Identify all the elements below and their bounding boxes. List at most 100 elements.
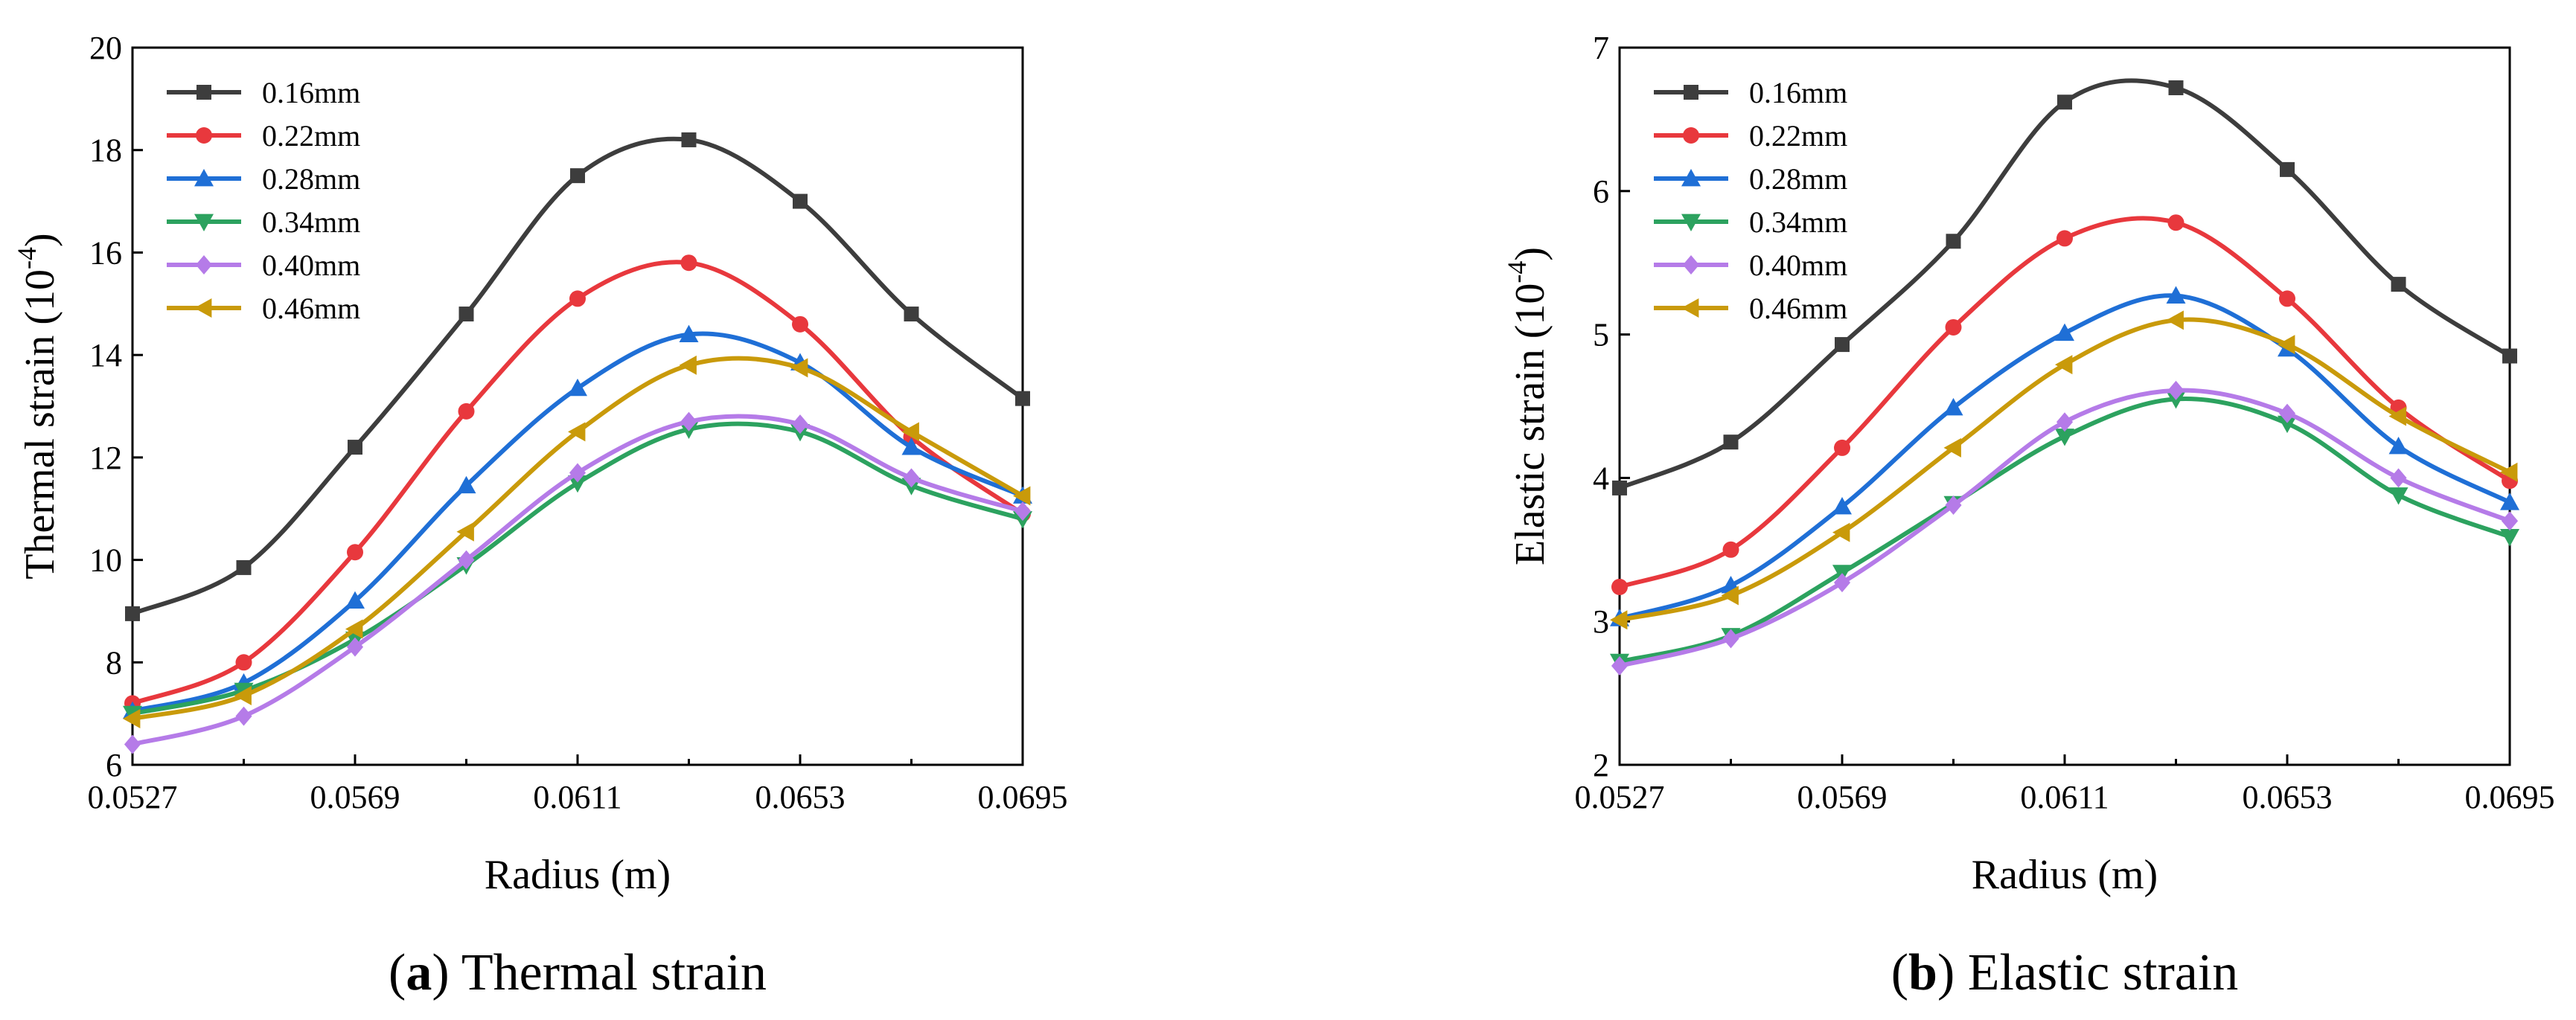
- y-axis-title: Thermal strain (10-4): [12, 233, 63, 579]
- data-point-0.40mm: [903, 468, 920, 488]
- legend-marker: [1683, 127, 1699, 144]
- data-point-0.46mm: [2166, 310, 2184, 330]
- legend: 0.16mm 0.22mm 0.28mm 0.34mm 0.40mm 0.46mm: [167, 76, 360, 325]
- data-point-0.40mm: [346, 637, 364, 657]
- panel-elastic-strain: 0.0527 0.0569 0.0611 0.0653 0.0695 2 3 4 5 6 7 0.1…: [1502, 30, 2555, 1001]
- data-point-0.46mm: [568, 422, 586, 442]
- data-point-0.46mm: [2500, 462, 2518, 482]
- data-point-0.22mm: [235, 654, 252, 671]
- legend-label: 0.40mm: [262, 248, 360, 282]
- y-tick-label: 6: [106, 747, 122, 783]
- data-point-0.40mm: [458, 550, 475, 570]
- data-point-0.16mm: [2168, 80, 2184, 95]
- data-point-0.28mm: [2388, 436, 2409, 455]
- y-tick-label: 10: [89, 542, 122, 579]
- legend-label: 0.40mm: [1749, 248, 1847, 282]
- data-point-0.40mm: [791, 414, 809, 434]
- data-point-0.22mm: [792, 315, 808, 333]
- data-point-0.40mm: [1945, 495, 1962, 516]
- data-point-0.46mm: [123, 709, 141, 729]
- legend-label: 0.16mm: [1749, 76, 1847, 109]
- data-point-0.34mm: [2388, 487, 2409, 505]
- panel-thermal-strain: 0.0527 0.0569 0.0611 0.0653 0.0695 6 8 10 12 14 16…: [12, 30, 1068, 1001]
- data-point-0.16mm: [1015, 391, 1030, 406]
- x-tick-label: 0.0611: [533, 779, 621, 815]
- legend-marker: [194, 298, 212, 318]
- data-point-0.16mm: [2391, 277, 2406, 292]
- data-point-0.22mm: [680, 254, 697, 272]
- data-point-0.46mm: [2278, 335, 2295, 355]
- legend: 0.16mm 0.22mm 0.28mm 0.34mm 0.40mm 0.46mm: [1654, 76, 1847, 325]
- data-point-0.16mm: [348, 440, 362, 455]
- x-tick-label: 0.0695: [2465, 779, 2555, 815]
- x-axis-title: Radius (m): [1972, 852, 2158, 898]
- y-tick-label: 16: [89, 234, 122, 271]
- legend-marker: [1682, 255, 1700, 275]
- data-point-0.40mm: [1722, 629, 1739, 649]
- data-point-0.28mm: [345, 591, 365, 609]
- data-point-0.28mm: [568, 378, 587, 397]
- data-point-0.46mm: [901, 422, 919, 442]
- data-point-0.22mm: [1722, 541, 1739, 558]
- data-point-0.46mm: [1013, 486, 1031, 506]
- data-point-0.46mm: [1721, 586, 1739, 606]
- data-point-0.22mm: [2279, 290, 2295, 307]
- legend-label: 0.28mm: [1749, 162, 1847, 196]
- x-tick-label: 0.0653: [755, 779, 846, 815]
- data-point-0.40mm: [1833, 573, 1851, 593]
- data-point-0.40mm: [2501, 511, 2519, 531]
- data-point-0.28mm: [1943, 397, 1963, 416]
- data-point-0.46mm: [234, 686, 252, 706]
- data-point-0.40mm: [1014, 501, 1032, 522]
- data-point-0.46mm: [679, 355, 697, 375]
- data-point-0.22mm: [2056, 230, 2073, 247]
- legend-label: 0.34mm: [1749, 205, 1847, 239]
- data-point-0.40mm: [2390, 468, 2407, 488]
- data-point-0.16mm: [236, 559, 252, 575]
- data-point-0.22mm: [569, 290, 586, 307]
- y-tick-label: 6: [1593, 173, 1609, 210]
- data-point-0.34mm: [2278, 415, 2297, 434]
- legend-marker: [1681, 298, 1699, 318]
- panel-caption: (b) Elastic strain: [1891, 944, 2239, 1001]
- legend-label: 0.46mm: [1749, 292, 1847, 325]
- legend-label: 0.22mm: [1749, 119, 1847, 153]
- x-axis-title: Radius (m): [485, 852, 671, 898]
- y-tick-label: 12: [89, 440, 122, 476]
- x-tick-label: 0.0569: [1797, 779, 1888, 815]
- data-point-0.16mm: [681, 132, 697, 147]
- y-tick-label: 7: [1593, 30, 1609, 66]
- y-axis-title: Elastic strain (10-4): [1502, 247, 1553, 565]
- data-point-0.40mm: [235, 706, 252, 726]
- data-point-0.46mm: [345, 619, 363, 639]
- plot-frame: [1618, 46, 2511, 766]
- legend-marker: [196, 85, 211, 100]
- data-point-0.46mm: [1832, 522, 1850, 542]
- data-point-0.22mm: [1834, 439, 1850, 456]
- data-point-0.16mm: [904, 307, 919, 322]
- legend-label: 0.28mm: [262, 162, 360, 196]
- data-point-0.34mm: [2500, 529, 2519, 547]
- y-tick-label: 4: [1593, 460, 1609, 496]
- data-point-0.22mm: [458, 402, 475, 420]
- legend-marker: [1681, 214, 1701, 231]
- data-point-0.16mm: [1612, 480, 1627, 495]
- legend-label: 0.22mm: [262, 119, 360, 153]
- panel-caption: (a) Thermal strain: [389, 944, 767, 1001]
- data-point-0.16mm: [458, 307, 474, 322]
- x-tick-label: 0.0653: [2243, 779, 2333, 815]
- data-point-0.34mm: [2055, 429, 2074, 446]
- data-point-0.28mm: [2055, 323, 2074, 341]
- legend-label: 0.16mm: [262, 76, 360, 109]
- data-point-0.16mm: [570, 168, 585, 184]
- data-point-0.28mm: [1832, 496, 1852, 515]
- plot-frame: [131, 46, 1024, 766]
- legend-marker: [194, 169, 214, 187]
- data-point-0.16mm: [2057, 94, 2072, 110]
- data-point-0.40mm: [1611, 655, 1629, 676]
- data-point-0.46mm: [1610, 610, 1628, 630]
- legend-marker: [195, 255, 213, 275]
- data-point-0.28mm: [901, 437, 921, 455]
- legend-marker: [1684, 85, 1698, 100]
- y-tick-label: 3: [1593, 603, 1609, 640]
